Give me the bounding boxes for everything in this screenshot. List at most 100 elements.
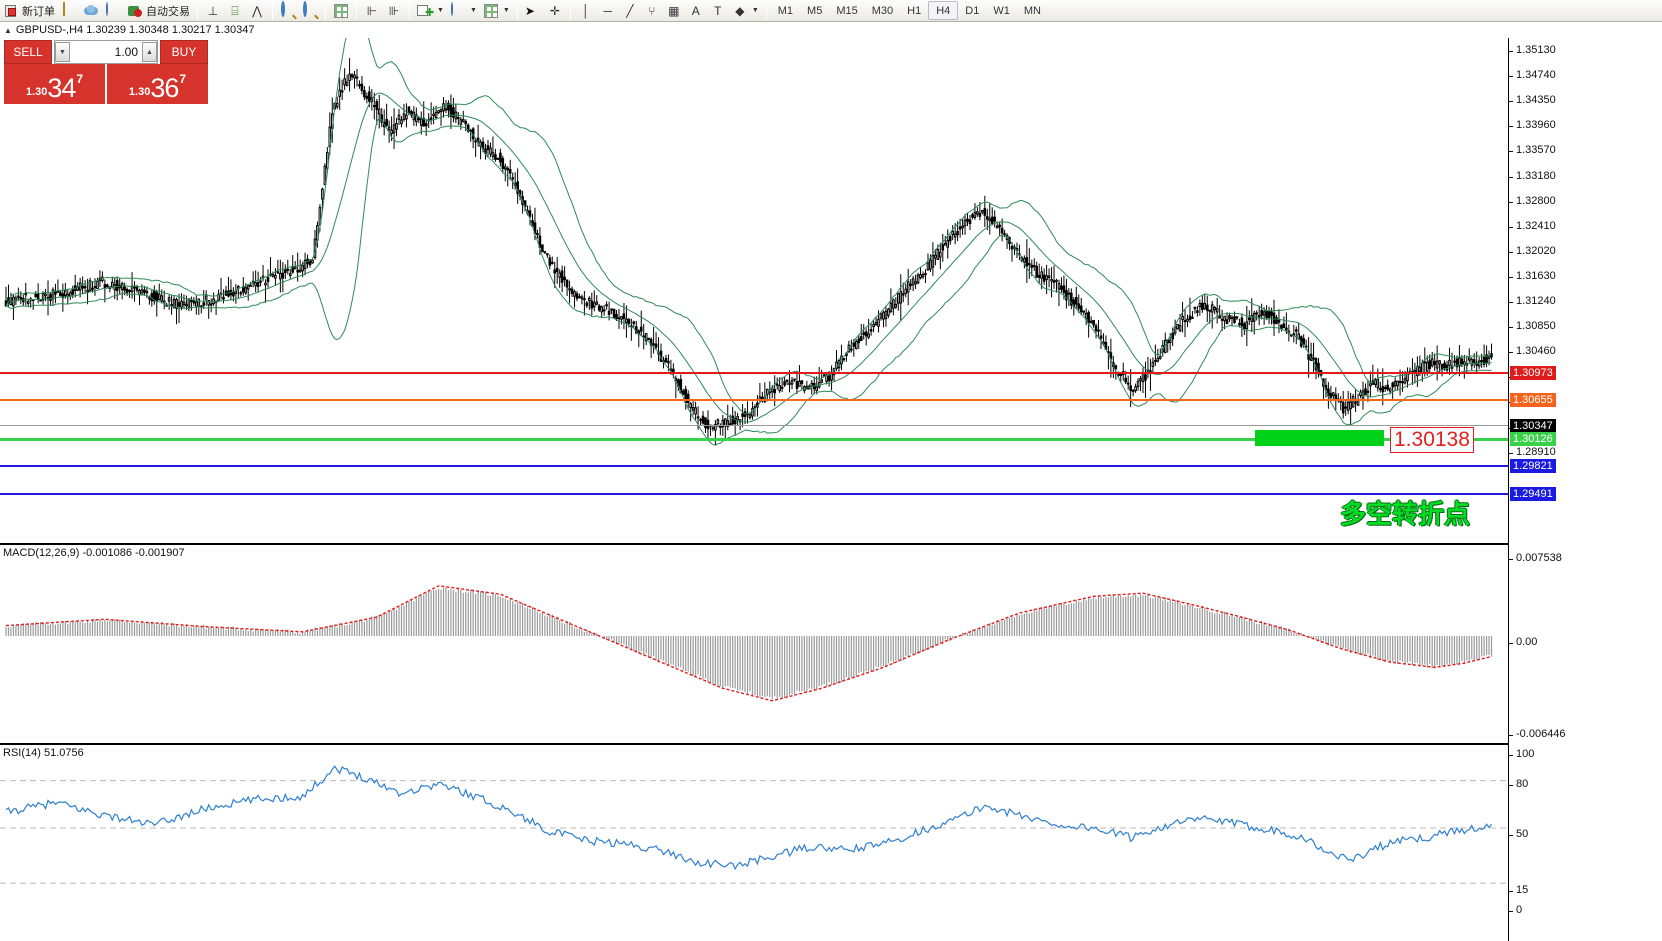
- expert-advisors-icon: [61, 1, 77, 19]
- toolbar-separator: [272, 1, 273, 20]
- data-window-button[interactable]: [330, 1, 352, 21]
- buy-price-prefix: 1.30: [128, 86, 151, 98]
- price-tick: 1.32800: [1509, 195, 1556, 207]
- timeframe-m15[interactable]: M15: [836, 4, 858, 17]
- macd-tick: 0.00: [1509, 636, 1537, 648]
- templates-icon: [483, 3, 499, 19]
- templates-button[interactable]: ▼: [480, 1, 513, 21]
- price-tick: 1.30460: [1509, 345, 1556, 357]
- toolbar-separator: [569, 1, 571, 20]
- chinese-annotation-text[interactable]: 多空转折点: [1340, 499, 1471, 529]
- chevron-down-icon[interactable]: ▼: [469, 7, 477, 14]
- macd-chart-canvas[interactable]: [0, 545, 1508, 743]
- support-line-1-29821[interactable]: [0, 465, 1508, 467]
- price-tick: 1.32020: [1509, 245, 1556, 257]
- new-order-button[interactable]: 新订单: [0, 1, 58, 21]
- horizontal-line-button[interactable]: ─: [597, 1, 619, 21]
- resistance-line-1-30655[interactable]: [0, 399, 1508, 401]
- support-line-1-29491[interactable]: [0, 493, 1508, 495]
- collapse-triangle-icon[interactable]: ▲: [4, 25, 12, 35]
- autotrading-button[interactable]: 自动交易: [124, 1, 193, 21]
- rsi-tick: 80: [1509, 778, 1528, 790]
- cloud-button[interactable]: [80, 1, 102, 21]
- price-tick: 1.28910: [1509, 446, 1556, 458]
- price-tag-1-30973[interactable]: 1.30973: [1510, 366, 1556, 380]
- equidistant-channel-button[interactable]: ▦: [663, 1, 685, 21]
- timeframe-h1[interactable]: H1: [907, 4, 922, 17]
- volume-increment-icon[interactable]: ▲: [142, 42, 157, 62]
- volume-dropdown-icon[interactable]: ▼: [55, 42, 70, 62]
- chart-shift-button[interactable]: ⊪: [383, 1, 405, 21]
- autotrading-label: 自动交易: [146, 5, 190, 18]
- toolbar-separator: [325, 1, 326, 20]
- rsi-tick: 50: [1509, 828, 1528, 840]
- timeframe-m1[interactable]: M1: [777, 4, 794, 17]
- timeframe-h4[interactable]: H4: [928, 1, 959, 20]
- period-button[interactable]: ▼: [447, 1, 480, 21]
- bar-chart-icon: ⊥: [207, 3, 219, 18]
- vertical-line-button[interactable]: │: [575, 1, 597, 21]
- cloud-icon: [83, 3, 99, 19]
- price-axis[interactable]: 1.35130 1.34740 1.34350 1.33960 1.33570 1.331…: [1508, 38, 1662, 941]
- text-label-button[interactable]: A: [685, 1, 707, 21]
- buy-price-display[interactable]: 1.30 36 7: [105, 64, 208, 104]
- new-order-icon: [3, 3, 19, 19]
- axis-scroll-handle[interactable]: [1650, 44, 1660, 54]
- timeframe-m30[interactable]: M30: [871, 4, 894, 17]
- auto-scroll-button[interactable]: ⊩: [361, 1, 383, 21]
- line-chart-button[interactable]: ⋀: [246, 1, 268, 21]
- price-tick: 1.34350: [1509, 94, 1556, 106]
- resistance-line-1-30973[interactable]: [0, 372, 1508, 374]
- indicators-button[interactable]: ✚ ▼: [414, 1, 447, 21]
- data-window-icon: [333, 3, 349, 19]
- fibonacci-button[interactable]: ⑂: [641, 1, 663, 21]
- auto-scroll-icon: ⊩: [366, 3, 378, 18]
- price-chart-canvas[interactable]: [0, 38, 1508, 543]
- candlestick-chart-icon: ⌸: [231, 3, 239, 18]
- price-tag-1-29821[interactable]: 1.29821: [1510, 459, 1556, 473]
- support-line-1-30126[interactable]: [0, 438, 1508, 441]
- sell-price-display[interactable]: 1.30 34 7: [4, 64, 105, 104]
- new-order-label: 新订单: [22, 5, 55, 18]
- pane-divider-rsi: [0, 743, 1508, 745]
- price-tick: 1.33960: [1509, 119, 1556, 131]
- sell-price-fraction: 7: [76, 72, 84, 86]
- macd-tick: 0.007538: [1509, 552, 1562, 564]
- candlestick-chart-button[interactable]: ⌸: [224, 1, 246, 21]
- zoom-in-button[interactable]: [277, 0, 299, 21]
- shapes-button[interactable]: ◆ ▼: [729, 1, 762, 21]
- signals-button[interactable]: [102, 1, 124, 21]
- price-tag-1-29491[interactable]: 1.29491: [1510, 487, 1556, 501]
- equidistant-channel-icon: ▦: [668, 3, 680, 18]
- buy-button[interactable]: BUY: [160, 40, 208, 64]
- sell-button[interactable]: SELL: [4, 40, 52, 64]
- text-button[interactable]: T: [707, 1, 729, 21]
- chevron-down-icon[interactable]: ▼: [437, 7, 444, 14]
- price-tag-1-30126[interactable]: 1.30126: [1510, 432, 1556, 446]
- chevron-down-icon[interactable]: ▼: [502, 7, 510, 14]
- expert-advisors-button[interactable]: [58, 1, 80, 21]
- consolidation-zone-box[interactable]: [1255, 430, 1384, 446]
- volume-field[interactable]: ▼ 1.00 ▲: [54, 40, 158, 64]
- oct-top-row: SELL ▼ 1.00 ▲ BUY: [4, 40, 208, 64]
- sell-price-prefix: 1.30: [25, 86, 48, 98]
- price-tag-1-30347[interactable]: 1.30347: [1510, 419, 1556, 433]
- zoom-out-icon: [302, 0, 318, 19]
- crosshair-button[interactable]: ✛: [544, 1, 566, 21]
- rsi-chart-canvas[interactable]: [0, 745, 1508, 941]
- timeframe-m5[interactable]: M5: [807, 4, 823, 17]
- zoom-out-button[interactable]: [299, 0, 321, 21]
- volume-value[interactable]: 1.00: [114, 45, 138, 59]
- trendline-button[interactable]: ╱: [619, 1, 641, 21]
- rsi-tick: 15: [1509, 884, 1528, 896]
- timeframe-mn[interactable]: MN: [1023, 4, 1041, 17]
- bar-chart-button[interactable]: ⊥: [202, 1, 224, 21]
- timeframe-d1[interactable]: D1: [965, 4, 980, 17]
- price-tick: 1.34740: [1509, 69, 1556, 81]
- price-tag-1-30655[interactable]: 1.30655: [1510, 393, 1556, 407]
- callout-price-label[interactable]: 1.30138: [1390, 427, 1474, 453]
- cursor-button[interactable]: ➤: [522, 1, 544, 21]
- chart-area[interactable]: 1.30138 多空转折点 MACD(12,26,9) -0.001086 -0…: [0, 38, 1662, 941]
- timeframe-w1[interactable]: W1: [993, 4, 1010, 17]
- chevron-down-icon[interactable]: ▼: [751, 7, 759, 14]
